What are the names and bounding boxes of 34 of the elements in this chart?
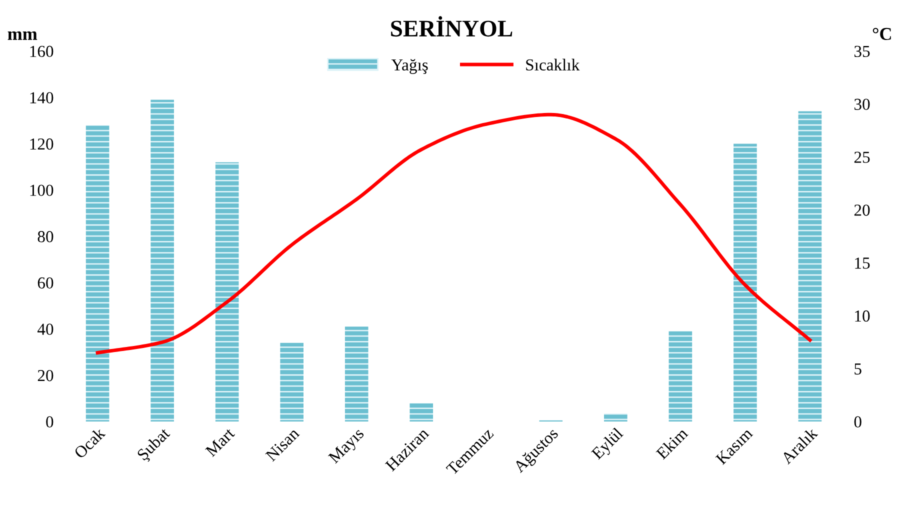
bar xyxy=(344,326,368,422)
y-tick-label: 80 xyxy=(38,231,54,242)
y-tick-label: 60 xyxy=(38,277,54,289)
bar xyxy=(604,413,628,422)
bar xyxy=(798,111,822,422)
y-tick-label: 140 xyxy=(30,92,54,104)
y2-tick-label: 15 xyxy=(855,258,870,269)
y-tick-label: 0 xyxy=(46,416,54,428)
bar xyxy=(86,125,110,422)
bar xyxy=(734,144,757,422)
y-tick-label: 120 xyxy=(30,138,54,150)
y2-tick-label: 35 xyxy=(854,46,870,58)
y2-tick-label: 5 xyxy=(854,364,862,375)
bar xyxy=(410,403,434,422)
bar xyxy=(215,162,239,422)
y-tick-label: 20 xyxy=(38,370,54,382)
y-axis-title: mm xyxy=(8,31,38,40)
x-tick-label: Ocak xyxy=(73,426,106,460)
y-tick-label: 100 xyxy=(30,184,54,196)
bar xyxy=(668,331,692,422)
y-tick-label: 160 xyxy=(30,46,54,58)
legend-label: Yağış xyxy=(391,58,428,74)
y-tick-label: 40 xyxy=(37,324,54,335)
bar xyxy=(280,342,304,422)
legend-label: Sıcaklık xyxy=(526,58,580,71)
y2-tick-label: 30 xyxy=(854,98,870,110)
y2-tick-label: 20 xyxy=(854,204,870,216)
y2-axis-title: °C xyxy=(872,28,891,40)
x-tick-label: Mart xyxy=(204,426,236,458)
y2-tick-label: 25 xyxy=(854,152,870,163)
chart-title: SERİNYOL xyxy=(391,16,512,37)
bar xyxy=(150,100,174,422)
y2-tick-label: 10 xyxy=(855,310,870,322)
y2-tick-label: 0 xyxy=(854,416,862,428)
